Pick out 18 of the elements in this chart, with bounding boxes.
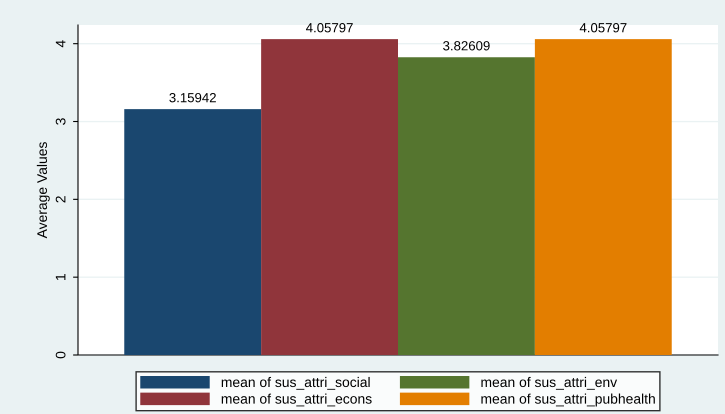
y-tick-label: 0	[56, 352, 66, 358]
bar	[398, 57, 535, 355]
legend-label: mean of sus_attri_social	[222, 376, 370, 390]
data-label: 3.82609	[443, 41, 490, 50]
legend-label: mean of sus_attri_env	[481, 376, 618, 390]
data-label: 4.05797	[580, 23, 626, 32]
bar	[261, 39, 398, 355]
y-tick-label: 3	[56, 118, 66, 125]
legend-label: mean of sus_attri_econs	[222, 394, 372, 406]
legend-label: mean of sus_attri_pubhealth	[481, 394, 655, 406]
data-label: 3.15942	[169, 92, 216, 102]
y-tick-label: 2	[56, 196, 66, 203]
y-tick-label: 4	[56, 40, 66, 48]
y-axis-title: Average Values	[36, 142, 50, 238]
bar	[534, 39, 672, 355]
bar	[124, 109, 262, 355]
data-label: 4.05797	[306, 23, 353, 32]
y-tick-label: 1	[56, 274, 66, 280]
